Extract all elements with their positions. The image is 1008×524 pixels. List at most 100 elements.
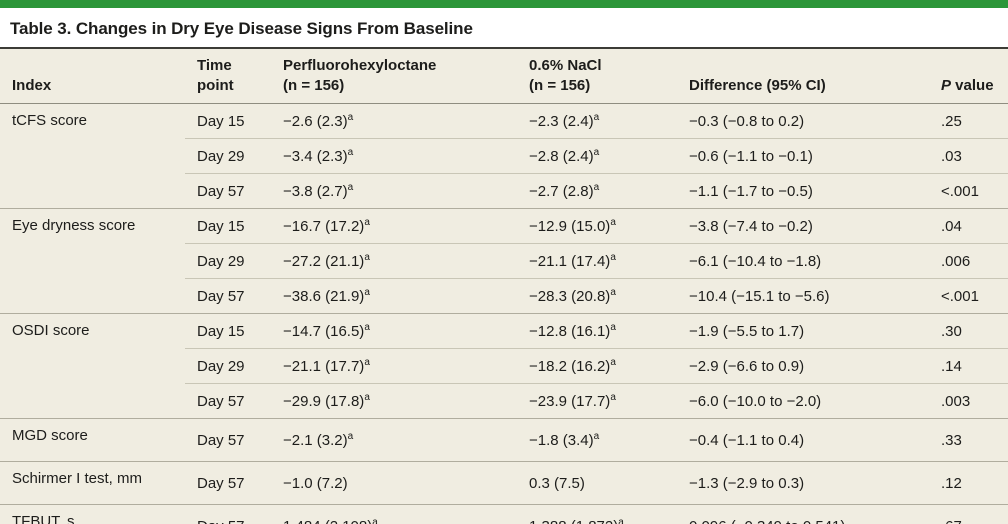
table-row: Eye dryness score Day 15 −16.7 (17.2)a −… [0, 208, 1008, 314]
cell-time-point: Day 57 [185, 461, 271, 505]
cell-index: TFBUT, s [0, 504, 185, 524]
footnote-a-marker: a [593, 146, 600, 158]
table-row: Day 57 −3.8 (2.7)a −2.7 (2.8)a −1.1 (−1.… [0, 173, 1008, 209]
cell-pfho-value: −2.1 (3.2)a [271, 418, 517, 462]
cell-difference: −1.1 (−1.7 to −0.5) [677, 173, 929, 209]
footnote-a-marker: a [610, 216, 616, 228]
column-header-index: Index [0, 49, 185, 104]
table-row: MGD score Day 57 −2.1 (3.2)a −1.8 (3.4)a… [0, 418, 1008, 462]
table-row: Day 57 −29.9 (17.8)a −23.9 (17.7)a −6.0 … [0, 383, 1008, 419]
footnote-a-marker: a [610, 356, 616, 368]
cell-nacl-value: 0.3 (7.5) [517, 461, 677, 505]
cell-difference: −6.0 (−10.0 to −2.0) [677, 383, 929, 419]
footnote-a-marker: a [593, 430, 600, 442]
table-header: Index Time point Perfluorohexyloctane (n… [0, 49, 1008, 104]
value-text: −28.3 (20.8) [529, 287, 611, 305]
cell-pfho-value: −3.4 (2.3)a [271, 138, 517, 174]
value-text: −21.1 (17.4) [529, 252, 611, 270]
value-text: −16.7 (17.2) [283, 217, 365, 235]
cell-index: MGD score [0, 418, 185, 462]
cell-difference: −10.4 (−15.1 to −5.6) [677, 278, 929, 314]
value-text: −1.0 (7.2) [283, 474, 348, 492]
column-header-nacl: 0.6% NaCl (n = 156) [517, 49, 677, 104]
value-text: −18.2 (16.2) [529, 357, 611, 375]
cell-time-point: Day 15 [185, 208, 271, 244]
accent-bar [0, 0, 1008, 8]
cell-difference: −1.9 (−5.5 to 1.7) [677, 313, 929, 349]
footnote-a-marker: a [593, 181, 600, 193]
cell-index: tCFS score [0, 103, 185, 209]
footnote-a-marker: a [364, 321, 370, 333]
cell-difference: 0.096 (−0.349 to 0.541) [677, 504, 929, 524]
value-text: −12.8 (16.1) [529, 322, 611, 340]
table-row: tCFS score Day 15 −2.6 (2.3)a −2.3 (2.4)… [0, 103, 1008, 209]
footnote-a-marker: a [372, 516, 378, 524]
footnote-a-marker: a [618, 516, 624, 524]
cell-nacl-value: −12.8 (16.1)a [517, 313, 677, 349]
cell-difference: −0.4 (−1.1 to 0.4) [677, 418, 929, 462]
cell-p-value: <.001 [929, 278, 1008, 314]
footnote-a-marker: a [610, 251, 616, 263]
footnote-a-marker: a [364, 251, 370, 263]
table-row: OSDI score Day 15 −14.7 (16.5)a −12.8 (1… [0, 313, 1008, 419]
cell-nacl-value: −2.7 (2.8)a [517, 173, 677, 209]
cell-index: OSDI score [0, 313, 185, 419]
table-row: Day 29 −21.1 (17.7)a −18.2 (16.2)a −2.9 … [0, 348, 1008, 384]
cell-time-point: Day 15 [185, 313, 271, 349]
cell-pfho-value: −2.6 (2.3)a [271, 103, 517, 139]
footnote-a-marker: a [610, 321, 616, 333]
cell-pfho-value: 1.484 (2.108)a [271, 504, 517, 524]
value-text: −12.9 (15.0) [529, 217, 611, 235]
column-header-difference: Difference (95% CI) [677, 49, 929, 104]
dry-eye-signs-table: Index Time point Perfluorohexyloctane (n… [0, 49, 1008, 524]
cell-time-point: Day 29 [185, 348, 271, 384]
footnote-a-marker: a [347, 181, 354, 193]
cell-difference: −0.3 (−0.8 to 0.2) [677, 103, 929, 139]
value-text: −2.3 (2.4) [529, 112, 594, 130]
cell-p-value: .006 [929, 243, 1008, 279]
cell-difference: −1.3 (−2.9 to 0.3) [677, 461, 929, 505]
column-header-time-point: Time point [185, 49, 271, 104]
value-text: −2.6 (2.3) [283, 112, 348, 130]
cell-nacl-value: 1.388 (1.872)a [517, 504, 677, 524]
footnote-a-marker: a [347, 146, 354, 158]
footnote-a-marker: a [347, 111, 354, 123]
value-text: −2.7 (2.8) [529, 182, 594, 200]
cell-nacl-value: −21.1 (17.4)a [517, 243, 677, 279]
column-header-perfluorohexyloctane: Perfluorohexyloctane (n = 156) [271, 49, 517, 104]
footnote-a-marker: a [364, 391, 370, 403]
p-symbol: P [941, 76, 952, 94]
cell-p-value: .04 [929, 208, 1008, 244]
cell-p-value: .67 [929, 504, 1008, 524]
cell-nacl-value: −2.3 (2.4)a [517, 103, 677, 139]
cell-nacl-value: −2.8 (2.4)a [517, 138, 677, 174]
value-text: 1.484 (2.108) [283, 518, 372, 524]
footnote-a-marker: a [610, 286, 616, 298]
table-row: Day 29 −27.2 (21.1)a −21.1 (17.4)a −6.1 … [0, 243, 1008, 279]
cell-nacl-value: −23.9 (17.7)a [517, 383, 677, 419]
cell-p-value: .30 [929, 313, 1008, 349]
value-text: −2.8 (2.4) [529, 147, 594, 165]
cell-time-point: Day 57 [185, 173, 271, 209]
cell-difference: −3.8 (−7.4 to −0.2) [677, 208, 929, 244]
cell-nacl-value: −1.8 (3.4)a [517, 418, 677, 462]
footnote-a-marker: a [593, 111, 600, 123]
value-text: −21.1 (17.7) [283, 357, 365, 375]
table-header-row: Index Time point Perfluorohexyloctane (n… [0, 49, 1008, 104]
column-header-p-value: P value [929, 49, 1008, 104]
footnote-a-marker: a [364, 286, 370, 298]
table-body: tCFS score Day 15 −2.6 (2.3)a −2.3 (2.4)… [0, 103, 1008, 524]
footnote-a-marker: a [610, 391, 616, 403]
table-row: Day 57 −38.6 (21.9)a −28.3 (20.8)a −10.4… [0, 278, 1008, 314]
cell-pfho-value: −29.9 (17.8)a [271, 383, 517, 419]
cell-p-value: .12 [929, 461, 1008, 505]
cell-difference: −6.1 (−10.4 to −1.8) [677, 243, 929, 279]
table-title: Table 3. Changes in Dry Eye Disease Sign… [0, 8, 1008, 49]
footnote-a-marker: a [364, 216, 370, 228]
cell-pfho-value: −14.7 (16.5)a [271, 313, 517, 349]
value-text: −14.7 (16.5) [283, 322, 365, 340]
value-text: −27.2 (21.1) [283, 252, 365, 270]
footnote-a-marker: a [347, 430, 354, 442]
cell-index: Schirmer I test, mm [0, 461, 185, 505]
value-text: 1.388 (1.872) [529, 518, 618, 524]
